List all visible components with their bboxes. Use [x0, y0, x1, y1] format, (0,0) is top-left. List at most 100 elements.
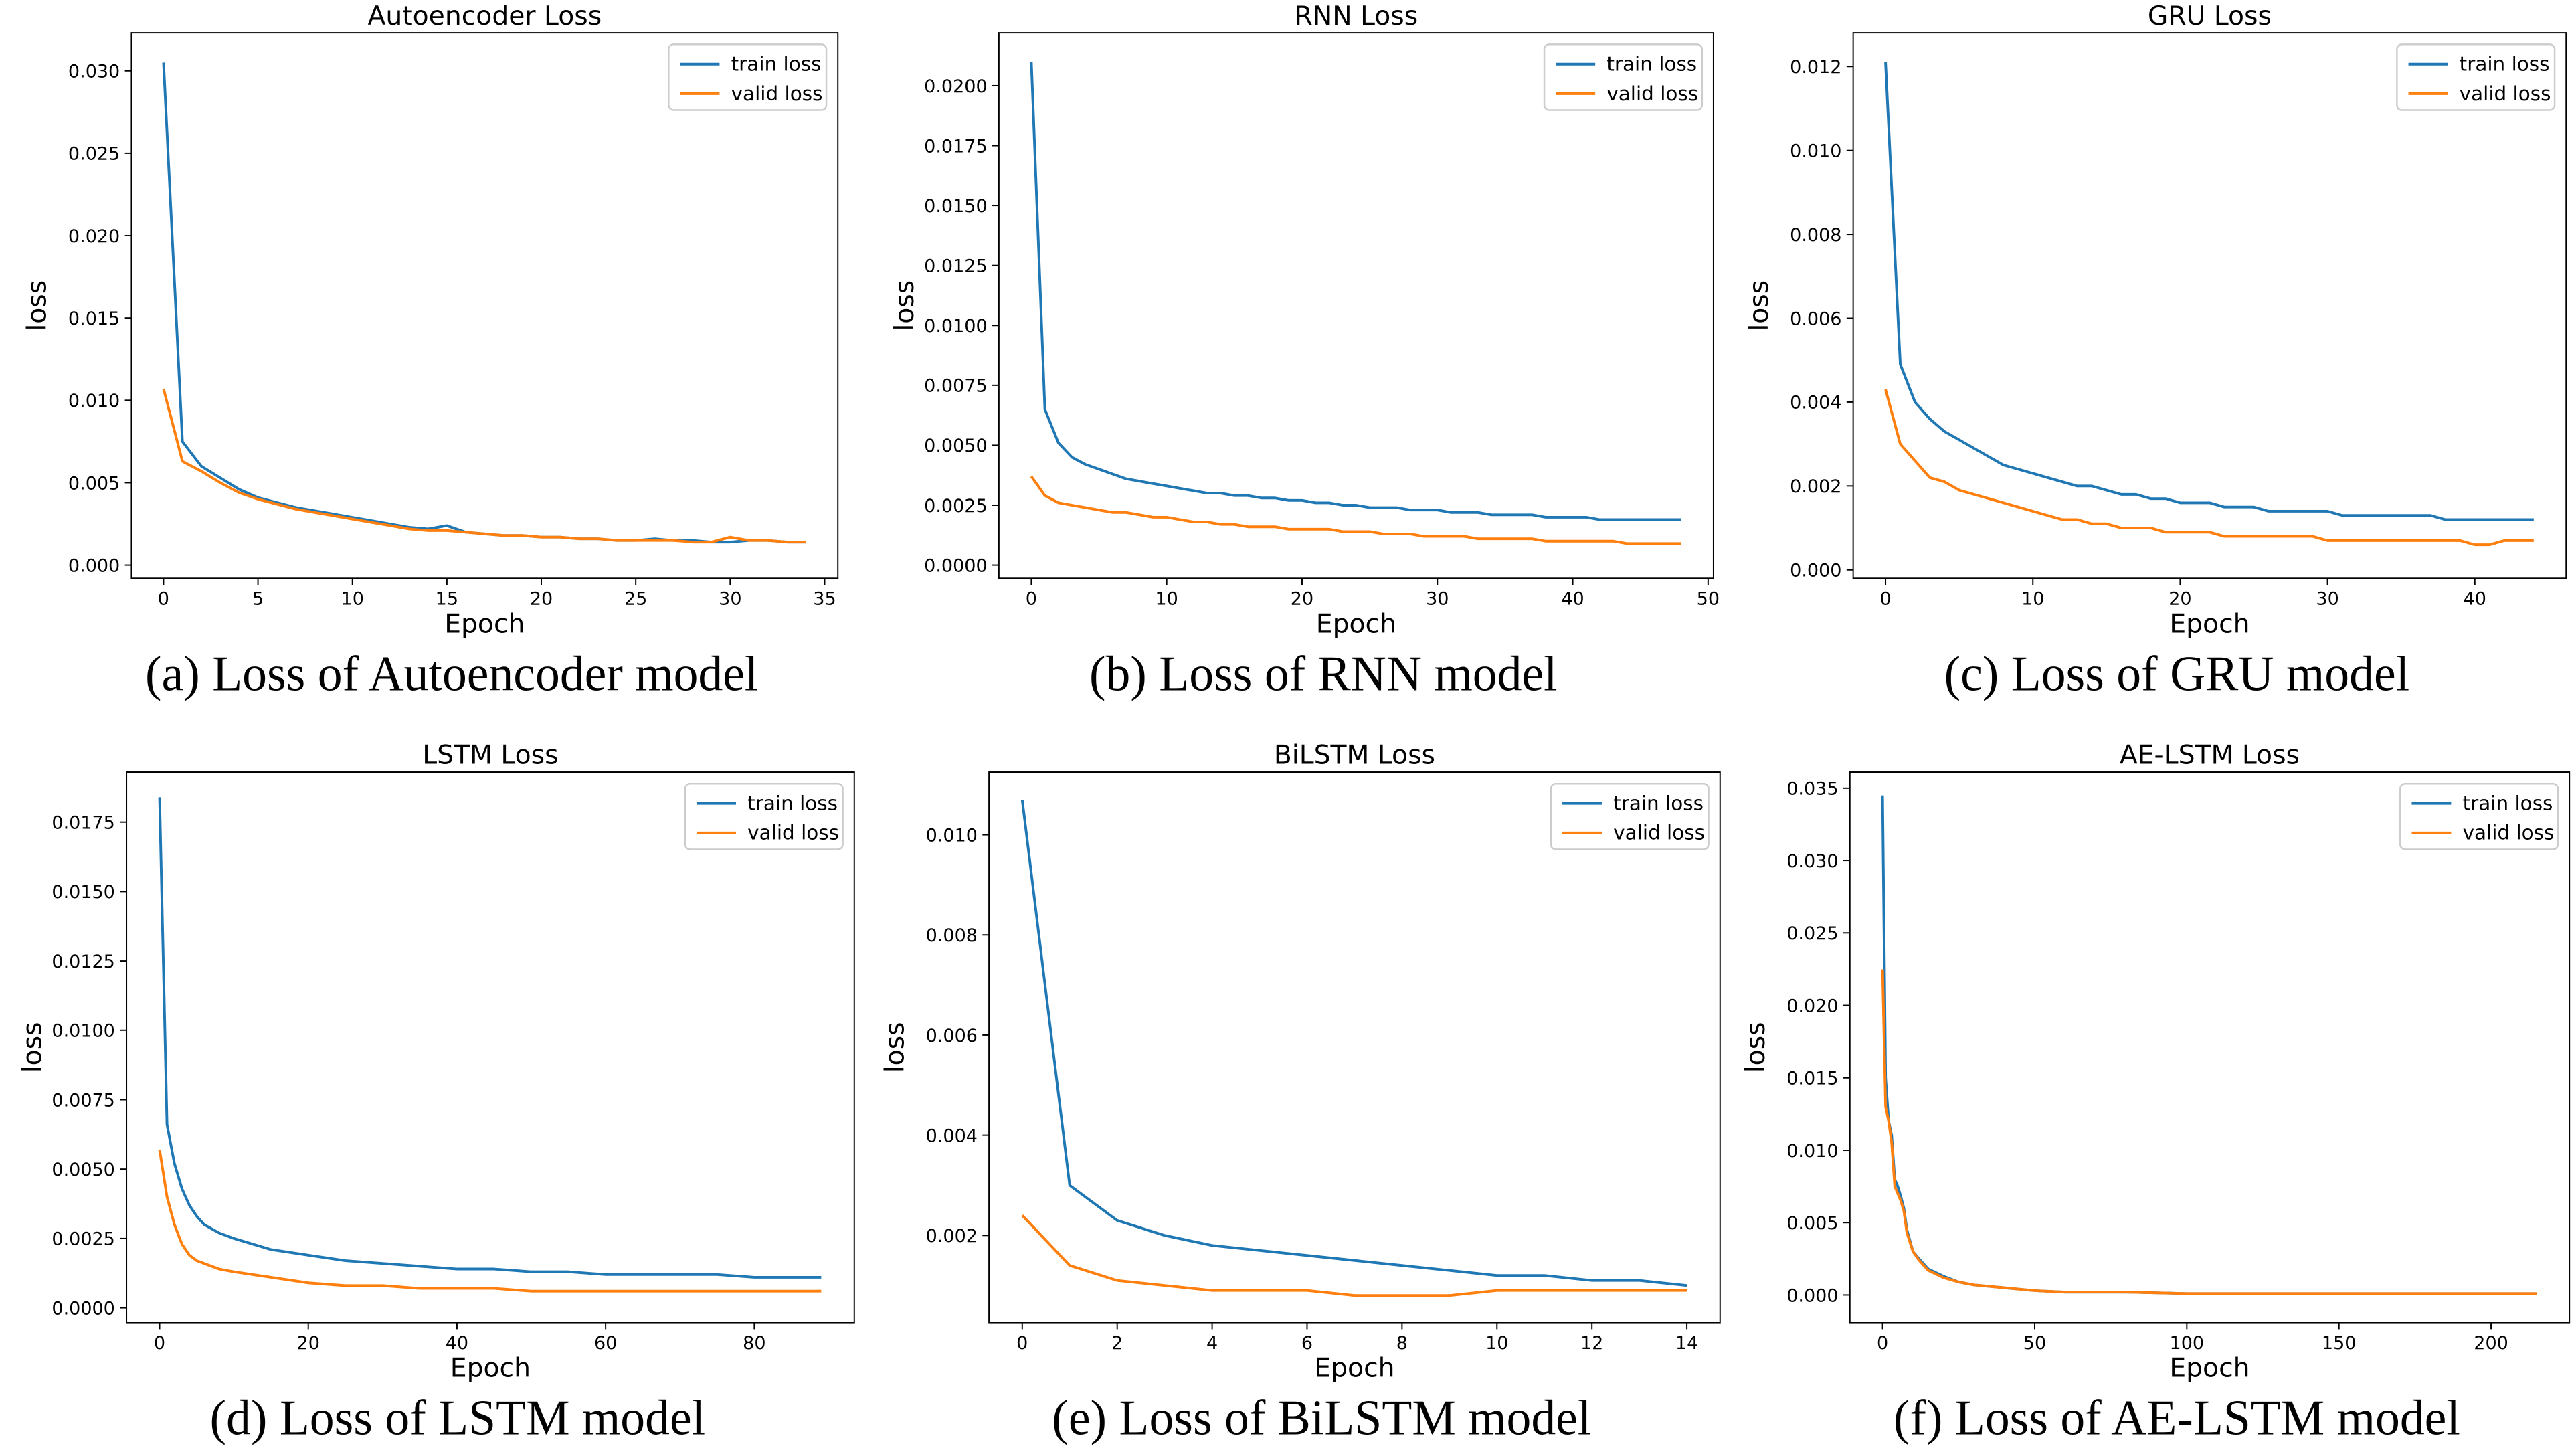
x-tick-label: 40 — [1561, 589, 1584, 610]
x-tick-label: 25 — [624, 589, 647, 610]
y-tick-label: 0.0000 — [924, 555, 987, 576]
y-tick-label: 0.025 — [1786, 923, 1838, 944]
x-tick-label: 0 — [158, 589, 169, 610]
x-tick-label: 0 — [1879, 589, 1891, 610]
x-tick-label: 6 — [1301, 1333, 1313, 1354]
x-tick-label: 40 — [2464, 589, 2486, 610]
caption: (c) Loss of GRU model — [1944, 646, 2410, 701]
loss-line — [1030, 62, 1681, 521]
x-tick-label: 15 — [436, 589, 458, 610]
caption: (b) Loss of RNN model — [1089, 646, 1558, 701]
y-tick-label: 0.0075 — [52, 1090, 114, 1111]
y-tick-label: 0.020 — [68, 226, 120, 247]
plot-frame — [1852, 32, 2567, 579]
chart-title: GRU Loss — [2148, 1, 2272, 31]
loss-line — [1881, 795, 2537, 1295]
legend-label: train loss — [1613, 792, 1704, 814]
y-tick-label: 0.002 — [926, 1226, 978, 1247]
x-tick-label: 0 — [1016, 1333, 1028, 1354]
y-tick-label: 0.006 — [1790, 308, 1841, 329]
y-tick-label: 0.000 — [1786, 1285, 1838, 1306]
y-tick-label: 0.010 — [926, 825, 978, 846]
legend-label: valid loss — [731, 82, 823, 105]
x-tick-label: 100 — [2170, 1333, 2205, 1354]
loss-line — [162, 388, 806, 544]
loss-line — [1884, 389, 2534, 547]
x-tick-label: 2 — [1111, 1333, 1123, 1354]
x-tick-label: 10 — [341, 589, 364, 610]
x-tick-label: 8 — [1396, 1333, 1408, 1354]
x-tick-label: 20 — [2169, 589, 2191, 610]
x-axis-label: Epoch — [1316, 609, 1396, 639]
loss-line — [1021, 1214, 1687, 1297]
legend-label: valid loss — [1606, 82, 1698, 105]
x-tick-label: 20 — [1291, 589, 1313, 610]
y-tick-label: 0.008 — [1790, 225, 1841, 246]
y-tick-label: 0.0100 — [52, 1021, 114, 1042]
loss-line — [1881, 969, 2537, 1295]
y-tick-label: 0.000 — [68, 555, 120, 576]
x-tick-label: 20 — [530, 589, 553, 610]
x-tick-label: 4 — [1206, 1333, 1218, 1354]
x-tick-label: 20 — [297, 1333, 320, 1354]
x-tick-label: 40 — [446, 1333, 468, 1354]
chart-title: AE-LSTM Loss — [2120, 741, 2300, 771]
y-tick-label: 0.004 — [926, 1125, 978, 1146]
y-tick-label: 0.010 — [68, 391, 120, 412]
legend-label: train loss — [1606, 53, 1697, 76]
y-tick-label: 0.0175 — [52, 813, 114, 834]
legend-label: valid loss — [747, 822, 839, 844]
y-tick-label: 0.010 — [1790, 141, 1841, 162]
loss-line — [162, 62, 806, 544]
y-axis-label: loss — [17, 1022, 48, 1073]
loss-line — [1020, 799, 1687, 1287]
y-tick-label: 0.0150 — [924, 196, 987, 217]
x-tick-label: 30 — [2316, 589, 2338, 610]
y-tick-label: 0.0175 — [924, 136, 987, 157]
y-tick-label: 0.0050 — [52, 1160, 114, 1180]
chart-title: Autoencoder Loss — [368, 1, 602, 31]
y-axis-label: loss — [890, 280, 920, 331]
x-axis-label: Epoch — [450, 1354, 531, 1384]
x-axis-label: Epoch — [444, 609, 525, 639]
chart-title: LSTM Loss — [422, 741, 558, 771]
plot-frame — [126, 771, 855, 1324]
y-tick-label: 0.008 — [926, 925, 978, 946]
y-tick-label: 0.035 — [1786, 779, 1838, 800]
y-tick-label: 0.0050 — [924, 436, 987, 456]
caption: (e) Loss of BiLSTM model — [1052, 1390, 1591, 1445]
caption: (a) Loss of Autoencoder model — [145, 646, 758, 701]
y-axis-label: loss — [880, 1022, 910, 1073]
y-tick-label: 0.004 — [1790, 393, 1841, 414]
y-tick-label: 0.006 — [926, 1026, 978, 1047]
legend-label: train loss — [2460, 53, 2550, 76]
legend-label: train loss — [747, 792, 838, 814]
legend-label: train loss — [731, 53, 822, 76]
x-tick-label: 10 — [1485, 1333, 1508, 1354]
y-tick-label: 0.0100 — [924, 316, 987, 337]
legend-label: valid loss — [2460, 82, 2551, 105]
x-tick-label: 12 — [1580, 1333, 1603, 1354]
loss-line — [158, 797, 822, 1279]
x-tick-label: 200 — [2474, 1333, 2508, 1354]
x-tick-label: 10 — [2021, 589, 2044, 610]
x-tick-label: 80 — [743, 1333, 765, 1354]
y-tick-label: 0.020 — [1786, 996, 1838, 1016]
y-tick-label: 0.015 — [68, 308, 120, 329]
plot-frame — [988, 771, 1721, 1324]
caption: (f) Loss of AE-LSTM model — [1894, 1390, 2460, 1445]
x-axis-label: Epoch — [2169, 1354, 2249, 1384]
y-tick-label: 0.010 — [1786, 1141, 1838, 1162]
x-tick-label: 0 — [1877, 1333, 1888, 1354]
x-tick-label: 0 — [1026, 589, 1037, 610]
y-tick-label: 0.0025 — [924, 496, 987, 517]
y-tick-label: 0.002 — [1790, 476, 1841, 497]
legend-label: train loss — [2463, 792, 2553, 814]
y-tick-label: 0.005 — [1786, 1213, 1838, 1234]
x-tick-label: 14 — [1675, 1333, 1698, 1354]
y-tick-label: 0.030 — [1786, 851, 1838, 872]
y-axis-label: loss — [23, 280, 53, 331]
x-tick-label: 50 — [1697, 589, 1720, 610]
